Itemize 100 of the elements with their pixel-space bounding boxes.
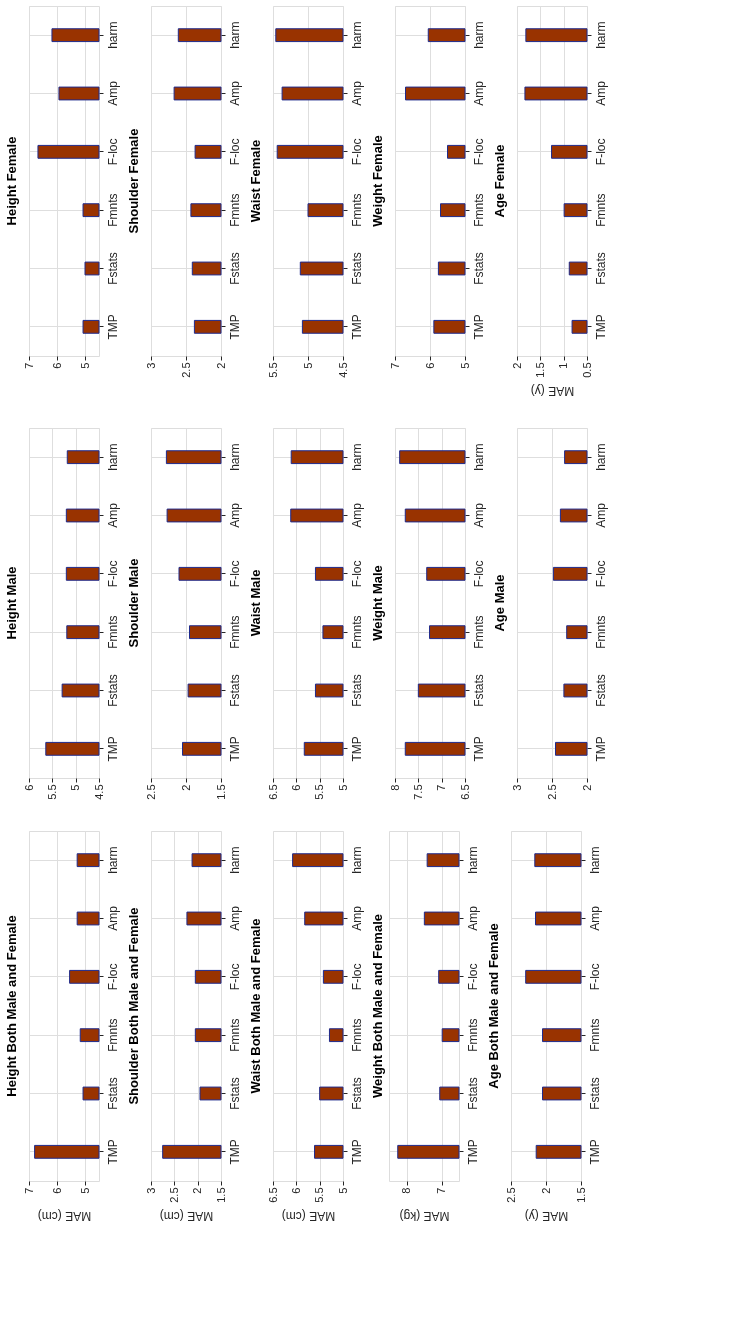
- y-tick-label: Fmnts: [227, 1018, 242, 1052]
- y-tick-label: TMP: [587, 1139, 602, 1165]
- x-tick-label: 2: [179, 784, 192, 791]
- y-tick-label: harm: [349, 21, 364, 49]
- y-tick-label: F-loc: [227, 963, 242, 991]
- x-tick-label: 5: [458, 362, 471, 369]
- x-tick-label: 1.5: [574, 1187, 587, 1203]
- y-tick-label: TMP: [471, 314, 486, 340]
- x-tick-label: 1.5: [533, 362, 546, 378]
- y-tick-label: TMP: [105, 314, 120, 340]
- x-tick-label: 7.5: [411, 784, 424, 800]
- y-tick-label: Fstats: [227, 252, 242, 285]
- y-tick-label: F-loc: [587, 963, 602, 991]
- y-tick-label: TMP: [227, 314, 242, 340]
- y-tick-label: F-loc: [349, 963, 364, 991]
- x-tick-label: 6: [50, 1187, 63, 1194]
- x-tick-label: 6: [50, 362, 63, 369]
- y-tick-label: Fmnts: [105, 615, 120, 649]
- x-tick-label: 4.5: [336, 362, 349, 378]
- text: Waist Both Male and Female: [248, 918, 263, 1094]
- x-tick-label: 6: [289, 1187, 302, 1194]
- y-tick-label: TMP: [465, 1139, 480, 1165]
- x-tick-label: 3: [144, 362, 157, 369]
- y-tick-label: harm: [227, 443, 242, 471]
- y-tick-label: harm: [593, 21, 608, 49]
- x-tick-label: 2.5: [167, 1187, 180, 1203]
- y-tick-label: TMP: [349, 1139, 364, 1165]
- y-tick-label: Amp: [349, 502, 364, 528]
- x-tick-label: 1.5: [214, 1187, 227, 1203]
- y-tick-label: Fmnts: [587, 1018, 602, 1052]
- y-tick-label: Fmnts: [105, 193, 120, 227]
- x-tick-label: 8: [400, 1187, 412, 1194]
- y-tick-label: TMP: [349, 314, 364, 340]
- y-tick-label: harm: [471, 443, 486, 471]
- y-tick-label: F-loc: [105, 138, 120, 166]
- y-tick-label: TMP: [349, 736, 364, 762]
- x-tick-label: 6.5: [458, 784, 471, 800]
- y-tick-label: TMP: [227, 1139, 242, 1165]
- x-tick-label: 2.5: [144, 784, 157, 800]
- y-tick-label: Fmnts: [227, 193, 242, 227]
- text: Age Both Male and Female: [486, 923, 501, 1089]
- y-tick-label: Fmnts: [593, 193, 608, 227]
- y-tick-label: F-loc: [105, 963, 120, 991]
- y-tick-label: Fmnts: [105, 1018, 120, 1052]
- y-tick-label: F-loc: [471, 560, 486, 588]
- y-tick-label: Fmnts: [349, 193, 364, 227]
- x-tick-label: 2.5: [179, 362, 192, 378]
- y-tick-label: F-loc: [465, 963, 480, 991]
- y-tick-label: Fmnts: [349, 615, 364, 649]
- x-tick-label: 2: [191, 1187, 204, 1194]
- y-tick-label: F-loc: [471, 138, 486, 166]
- x-tick-label: 7: [388, 362, 401, 369]
- x-tick-label: 5: [336, 1187, 349, 1194]
- y-tick-label: Fstats: [349, 1077, 364, 1110]
- y-tick-label: Fstats: [349, 674, 364, 707]
- text: Weight Male: [370, 565, 385, 641]
- x-tick-label: 7: [22, 1187, 35, 1194]
- y-tick-label: TMP: [105, 1139, 120, 1165]
- y-tick-label: TMP: [227, 736, 242, 762]
- x-tick-label: 0.5: [580, 362, 593, 378]
- y-tick-label: F-loc: [593, 560, 608, 588]
- x-tick-label: 3: [144, 1187, 157, 1194]
- x-tick-label: 6: [289, 784, 302, 791]
- text: Age Female: [492, 144, 507, 218]
- y-tick-label: harm: [349, 846, 364, 874]
- y-tick-label: TMP: [593, 736, 608, 762]
- y-tick-label: harm: [349, 443, 364, 471]
- y-tick-label: harm: [593, 443, 608, 471]
- text: Age Male: [492, 574, 507, 632]
- text: Weight Female: [370, 135, 385, 227]
- y-tick-label: F-loc: [227, 560, 242, 588]
- y-tick-label: Fstats: [105, 1077, 120, 1110]
- y-tick-label: Fmnts: [227, 615, 242, 649]
- y-tick-label: Fmnts: [593, 615, 608, 649]
- x-tick-label: 1: [557, 362, 570, 369]
- x-tick-label: 2: [214, 362, 227, 369]
- text: Shoulder Female: [126, 128, 141, 234]
- text: Shoulder Both Male and Female: [126, 907, 141, 1105]
- x-tick-label: 3: [510, 784, 523, 791]
- y-tick-label: Fstats: [349, 252, 364, 285]
- y-tick-label: Amp: [227, 80, 242, 106]
- text: Height Female: [4, 136, 19, 226]
- y-tick-label: Amp: [105, 905, 120, 931]
- x-tick-label: 7: [435, 784, 448, 791]
- x-tick-label: 6.5: [266, 784, 279, 800]
- y-tick-label: Amp: [105, 502, 120, 528]
- y-tick-label: harm: [227, 846, 242, 874]
- x-tick-label: 2: [539, 1187, 552, 1194]
- x-tick-label: 6: [22, 784, 35, 791]
- x-axis-title: MAE (y): [524, 1208, 569, 1223]
- x-tick-label: 5: [78, 1187, 91, 1194]
- y-tick-label: Fmnts: [471, 193, 486, 227]
- text: Height Male: [4, 566, 19, 640]
- y-tick-label: F-loc: [593, 138, 608, 166]
- x-tick-label: 2: [510, 362, 523, 369]
- x-tick-label: 4.5: [92, 784, 105, 800]
- y-tick-label: Amp: [593, 502, 608, 528]
- y-tick-label: Amp: [349, 905, 364, 931]
- x-tick-label: 5: [69, 784, 82, 791]
- y-tick-label: Amp: [227, 502, 242, 528]
